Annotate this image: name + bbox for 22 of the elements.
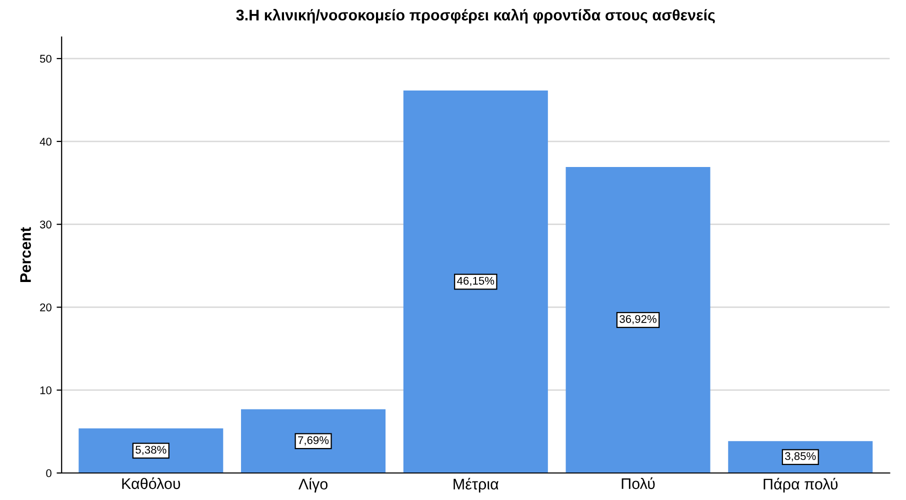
x-tick-label: Μέτρια xyxy=(454,478,498,493)
y-tick-label: 40 xyxy=(40,138,52,146)
x-tick-label: Λίγο xyxy=(298,478,328,493)
bar xyxy=(403,90,548,473)
y-tick-label: 50 xyxy=(40,54,52,63)
data-label: 46,15% xyxy=(457,276,494,286)
chart-title: 3.Η κλινική/νοσοκομείο προσφέρει καλή φροντίδα στους ασθενείς xyxy=(236,8,715,24)
bar xyxy=(241,409,386,473)
data-label: 36,92% xyxy=(620,315,656,324)
y-tick-label: 10 xyxy=(40,386,52,394)
y-axis-title: Percent xyxy=(20,227,31,282)
data-label: 3,85% xyxy=(785,452,816,462)
y-tick-label: 30 xyxy=(40,220,52,228)
x-tick-label: Πάρα πολύ xyxy=(764,478,838,493)
bar xyxy=(566,166,710,473)
data-label: 5,38% xyxy=(136,446,166,455)
x-tick-label: Καθόλου xyxy=(122,477,180,490)
bar xyxy=(78,428,224,473)
data-label: 7,69% xyxy=(298,436,329,446)
x-tick-label: Πολύ xyxy=(622,477,655,490)
y-tick-label: 20 xyxy=(40,303,52,312)
y-tick-label: 0 xyxy=(46,469,52,478)
